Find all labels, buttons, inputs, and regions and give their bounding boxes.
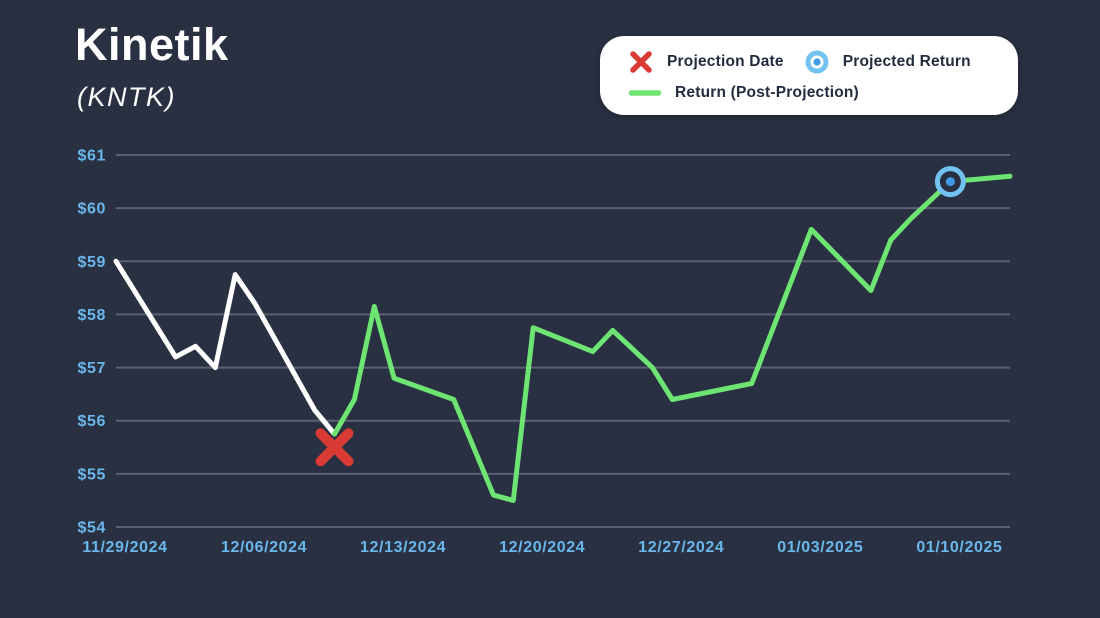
x-axis-label: 12/20/2024 [499, 539, 585, 556]
y-axis-label: $59 [78, 254, 107, 271]
ticker-symbol: (KNTK) [77, 82, 176, 112]
y-axis-label: $57 [78, 360, 107, 377]
pre-projection-line [113, 258, 337, 437]
y-axis-label: $58 [78, 307, 107, 324]
x-axis-label: 12/13/2024 [360, 539, 446, 556]
return-line-icon [628, 90, 662, 96]
projection-date-x-icon [630, 51, 652, 73]
y-axis-label: $56 [78, 413, 107, 430]
projection-date-x-marker [315, 428, 354, 467]
projected-return-target-icon [805, 50, 829, 74]
x-axis-label: 12/27/2024 [638, 539, 724, 556]
legend-item-projection-date: Projection Date [628, 49, 784, 75]
y-axis-label: $60 [78, 201, 107, 218]
y-axis-label: $55 [78, 466, 107, 483]
legend-label-projected-return: Projected Return [842, 53, 971, 70]
legend-item-projected-return: Projected Return [804, 49, 971, 75]
post-projection-line [332, 173, 1013, 503]
legend-row-1: Projection Date Projected Return [628, 49, 1018, 75]
x-axis-label: 11/29/2024 [82, 539, 167, 556]
x-axis-label: 01/10/2025 [916, 539, 1002, 556]
x-axis-label: 12/06/2024 [221, 539, 307, 556]
y-axis-label: $61 [78, 148, 107, 165]
legend-row-2: Return (Post-Projection) [628, 84, 1018, 102]
y-axis-label: $54 [78, 520, 107, 537]
page-title: Kinetik [75, 19, 229, 70]
chart-legend: Projection Date Projected Return Return … [600, 36, 1018, 115]
projected-return-marker-dot [945, 177, 955, 187]
x-axis-label: 01/03/2025 [777, 539, 863, 556]
legend-label-post-projection-return: Return (Post-Projection) [675, 84, 859, 101]
legend-label-projection-date: Projection Date [667, 53, 784, 70]
legend-item-post-projection-return: Return (Post-Projection) [628, 84, 859, 102]
